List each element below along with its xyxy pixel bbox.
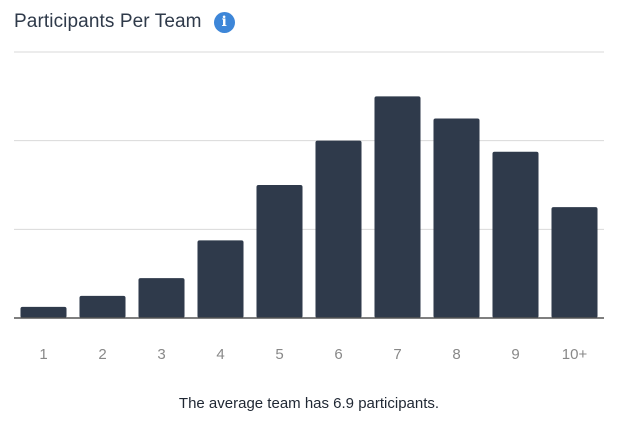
bar-10-plus[interactable]: [551, 207, 598, 318]
x-tick-labels: 1 2 3 4 5 6 7 8 9 10+: [39, 346, 587, 363]
x-tick-label: 3: [157, 346, 165, 363]
x-tick-label: 4: [216, 346, 224, 363]
info-icon[interactable]: i: [213, 11, 235, 33]
bar-9[interactable]: [492, 151, 539, 318]
x-tick-label: 2: [98, 346, 106, 363]
x-tick-label: 1: [39, 346, 47, 363]
x-tick-label: 8: [452, 346, 460, 363]
widget-header: Participants Per Team i: [14, 8, 235, 36]
bar-1[interactable]: [20, 306, 67, 318]
bar-chart: 1 2 3 4 5 6 7 8 9 10+: [14, 51, 604, 363]
chart-title: Participants Per Team: [14, 11, 202, 32]
average-caption: The average team has 6.9 participants.: [178, 395, 440, 412]
bar-7[interactable]: [374, 96, 421, 318]
x-tick-label: 9: [511, 346, 519, 363]
bars: [20, 96, 598, 319]
bar-4[interactable]: [197, 240, 244, 318]
bar-3[interactable]: [138, 278, 185, 318]
bar-8[interactable]: [433, 118, 480, 319]
x-tick-label: 6: [334, 346, 342, 363]
x-tick-label: 10+: [562, 346, 588, 363]
bar-6[interactable]: [315, 140, 362, 318]
bar-5[interactable]: [256, 185, 303, 318]
x-tick-label: 5: [275, 346, 283, 363]
bar-2[interactable]: [79, 295, 126, 318]
x-tick-label: 7: [393, 346, 401, 363]
